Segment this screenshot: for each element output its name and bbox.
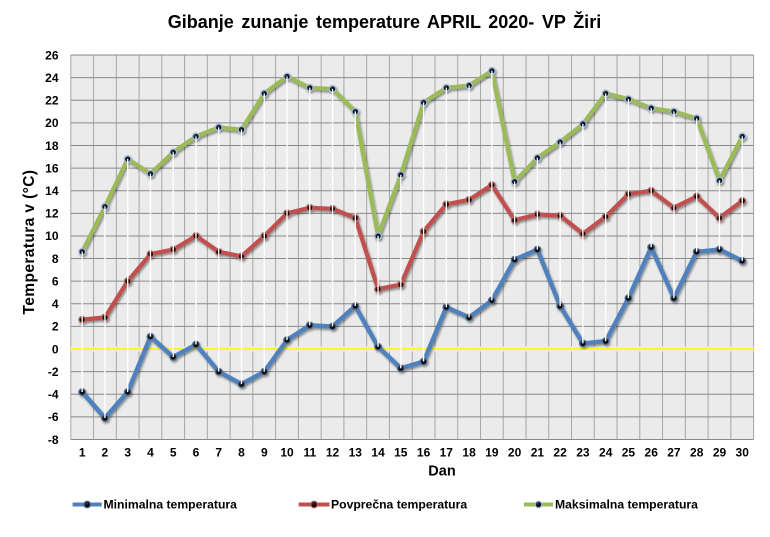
svg-text:6: 6 bbox=[193, 446, 200, 460]
svg-text:6: 6 bbox=[52, 275, 59, 289]
svg-text:11: 11 bbox=[303, 446, 316, 460]
svg-text:-4: -4 bbox=[48, 388, 59, 402]
svg-text:-6: -6 bbox=[48, 410, 59, 424]
svg-text:4: 4 bbox=[52, 297, 59, 311]
svg-text:Temperatura v (°C): Temperatura v (°C) bbox=[21, 170, 38, 315]
svg-text:-2: -2 bbox=[48, 365, 59, 379]
svg-text:4: 4 bbox=[147, 446, 154, 460]
svg-text:19: 19 bbox=[485, 446, 499, 460]
svg-text:22: 22 bbox=[553, 446, 567, 460]
svg-text:10: 10 bbox=[280, 446, 294, 460]
svg-text:3: 3 bbox=[124, 446, 131, 460]
svg-text:20: 20 bbox=[45, 116, 59, 130]
svg-text:26: 26 bbox=[45, 48, 59, 62]
svg-text:21: 21 bbox=[531, 446, 545, 460]
svg-text:9: 9 bbox=[261, 446, 268, 460]
svg-text:Povprečna temperatura: Povprečna temperatura bbox=[331, 498, 467, 512]
svg-text:26: 26 bbox=[645, 446, 659, 460]
svg-text:16: 16 bbox=[417, 446, 431, 460]
svg-text:29: 29 bbox=[713, 446, 727, 460]
svg-text:5: 5 bbox=[170, 446, 177, 460]
svg-text:Dan: Dan bbox=[428, 464, 455, 480]
svg-text:7: 7 bbox=[215, 446, 222, 460]
svg-text:18: 18 bbox=[462, 446, 476, 460]
svg-text:22: 22 bbox=[45, 94, 59, 108]
svg-text:-8: -8 bbox=[48, 433, 59, 447]
svg-text:30: 30 bbox=[736, 446, 750, 460]
svg-text:12: 12 bbox=[326, 446, 340, 460]
svg-text:2: 2 bbox=[52, 320, 59, 334]
svg-text:1: 1 bbox=[79, 446, 86, 460]
svg-text:13: 13 bbox=[349, 446, 363, 460]
svg-text:10: 10 bbox=[45, 229, 59, 243]
svg-text:25: 25 bbox=[622, 446, 636, 460]
svg-text:14: 14 bbox=[45, 184, 59, 198]
svg-text:Maksimalna temperatura: Maksimalna temperatura bbox=[555, 498, 698, 512]
svg-text:16: 16 bbox=[45, 161, 59, 175]
svg-text:14: 14 bbox=[371, 446, 385, 460]
svg-text:2: 2 bbox=[102, 446, 109, 460]
svg-text:24: 24 bbox=[599, 446, 613, 460]
svg-text:8: 8 bbox=[238, 446, 245, 460]
svg-text:20: 20 bbox=[508, 446, 522, 460]
svg-text:23: 23 bbox=[576, 446, 590, 460]
svg-text:Minimalna temperatura: Minimalna temperatura bbox=[104, 498, 238, 512]
svg-text:28: 28 bbox=[690, 446, 704, 460]
svg-text:15: 15 bbox=[394, 446, 408, 460]
svg-text:8: 8 bbox=[52, 252, 59, 266]
svg-text:27: 27 bbox=[667, 446, 681, 460]
svg-text:12: 12 bbox=[45, 207, 59, 221]
svg-text:0: 0 bbox=[52, 342, 59, 356]
svg-text:Gibanje zunanje temperature AP: Gibanje zunanje temperature APRIL 2020- … bbox=[168, 11, 601, 32]
svg-text:18: 18 bbox=[45, 139, 59, 153]
svg-text:24: 24 bbox=[45, 71, 59, 85]
svg-text:17: 17 bbox=[440, 446, 454, 460]
